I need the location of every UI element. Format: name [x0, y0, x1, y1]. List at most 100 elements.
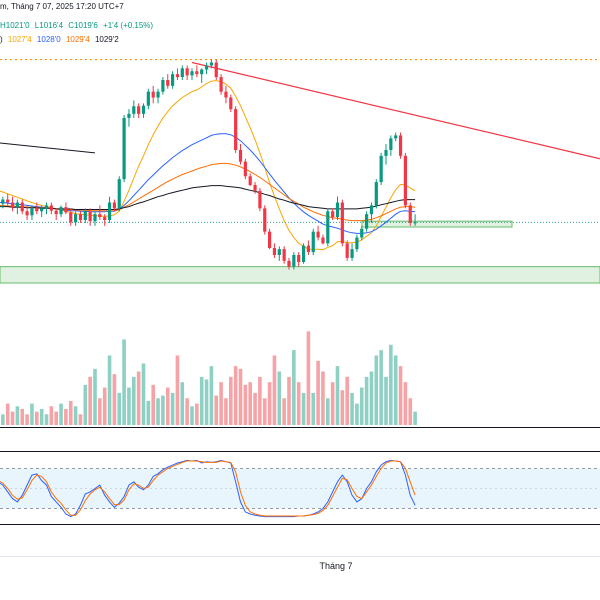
volume-bar [54, 411, 58, 425]
candle-body [345, 243, 349, 258]
volume-bar [330, 382, 335, 425]
candle-body [365, 214, 369, 229]
candle-body [122, 117, 126, 180]
candle-body [224, 91, 228, 98]
candle-body [374, 182, 378, 206]
candle-body [204, 65, 209, 70]
volume-bar [132, 376, 136, 425]
candle-body [335, 202, 340, 218]
volume-bar [78, 414, 83, 425]
candle-body [360, 228, 364, 238]
candle-body [287, 260, 291, 267]
candle-body [107, 202, 112, 220]
volume-bar [214, 395, 219, 425]
candle-body [413, 222, 417, 224]
volume-bar [306, 331, 311, 425]
candle-body [74, 214, 78, 223]
volume-bar [102, 387, 107, 425]
volume-bar [335, 366, 340, 425]
volume-bar [10, 411, 15, 425]
candle-body [209, 62, 213, 66]
moving-average-line [0, 80, 416, 251]
volume-bar [199, 376, 204, 425]
volume-bar [301, 392, 306, 425]
candle-body [311, 231, 315, 253]
volume-bar [355, 403, 359, 425]
candle-body [200, 69, 204, 75]
volume-bar [59, 403, 63, 425]
ma-value-blue: 1028'0 [36, 35, 61, 44]
candle-body [384, 150, 388, 156]
candle-body [263, 208, 267, 232]
volume-bar [277, 371, 282, 425]
candle-body [403, 155, 407, 206]
volume-bar [398, 366, 403, 425]
volume-bar [156, 398, 160, 425]
volume-bar [151, 384, 155, 425]
candle-body [151, 91, 155, 98]
volume-bar [359, 387, 364, 425]
candle-body [389, 138, 393, 150]
candle-body [306, 245, 310, 253]
candle-body [219, 77, 223, 92]
candle-body [166, 80, 170, 86]
candle-body [331, 211, 335, 218]
volume-bar [379, 350, 383, 425]
volume-bar [326, 398, 330, 425]
volume-bar [112, 374, 117, 425]
descending-trendline [191, 61, 600, 160]
candle-body [98, 214, 102, 218]
candle-body [93, 214, 97, 222]
ohlc-high: H1021'0 [0, 21, 30, 30]
volume-bar [296, 382, 301, 425]
volume-bar [117, 392, 122, 425]
candle-body [277, 249, 281, 255]
volume-bar [233, 366, 238, 425]
candle-body [49, 205, 53, 211]
ohlc-low: L1016'4 [34, 21, 64, 30]
ma-value-orange: 1029'4 [65, 35, 90, 44]
volume-bar [292, 350, 296, 425]
header-line-1: m, Tháng 7 07, 2025 17:20 UTC+7 [0, 2, 127, 11]
volume-bar [267, 382, 272, 425]
candle-body [180, 68, 184, 78]
volume-bar [403, 382, 408, 425]
candle-body [20, 202, 24, 212]
candle-body [243, 161, 247, 177]
x-axis-label-month: Tháng 7 [319, 561, 353, 571]
volume-bar [316, 360, 320, 425]
ma-earlier-segment [0, 142, 96, 154]
candle-body [10, 202, 15, 208]
candle-body [190, 71, 194, 76]
volume-bar [272, 355, 277, 425]
candle-body [408, 205, 412, 223]
candle-body [282, 249, 286, 261]
volume-bar [68, 400, 73, 425]
candle-body [141, 105, 146, 114]
moving-average-line [0, 185, 416, 210]
volume-bar [141, 363, 146, 425]
volume-bar [185, 398, 189, 425]
volume-bar [364, 376, 369, 425]
candle-body [195, 71, 199, 75]
volume-bar [146, 400, 151, 425]
volume-bar [389, 344, 393, 425]
candle-body [78, 214, 83, 220]
ma-value-yellow: 1027'4 [7, 35, 32, 44]
volume-bar [345, 376, 349, 425]
candle-body [238, 150, 243, 162]
volume-bar [73, 406, 78, 425]
volume-bar [282, 398, 286, 425]
volume-bar [83, 384, 88, 425]
candle-body [146, 91, 150, 106]
volume-bar [413, 411, 417, 425]
moving-average-legend[interactable]: ) 1027'4 1028'0 1029'4 1029'2 [0, 35, 122, 44]
candle-body [350, 249, 354, 258]
volume-bar [321, 371, 325, 425]
stochastic-line [0, 460, 416, 517]
volume-bar [165, 387, 170, 425]
candle-body [214, 62, 218, 78]
volume-bar [5, 403, 10, 425]
volume-bar [175, 355, 180, 425]
